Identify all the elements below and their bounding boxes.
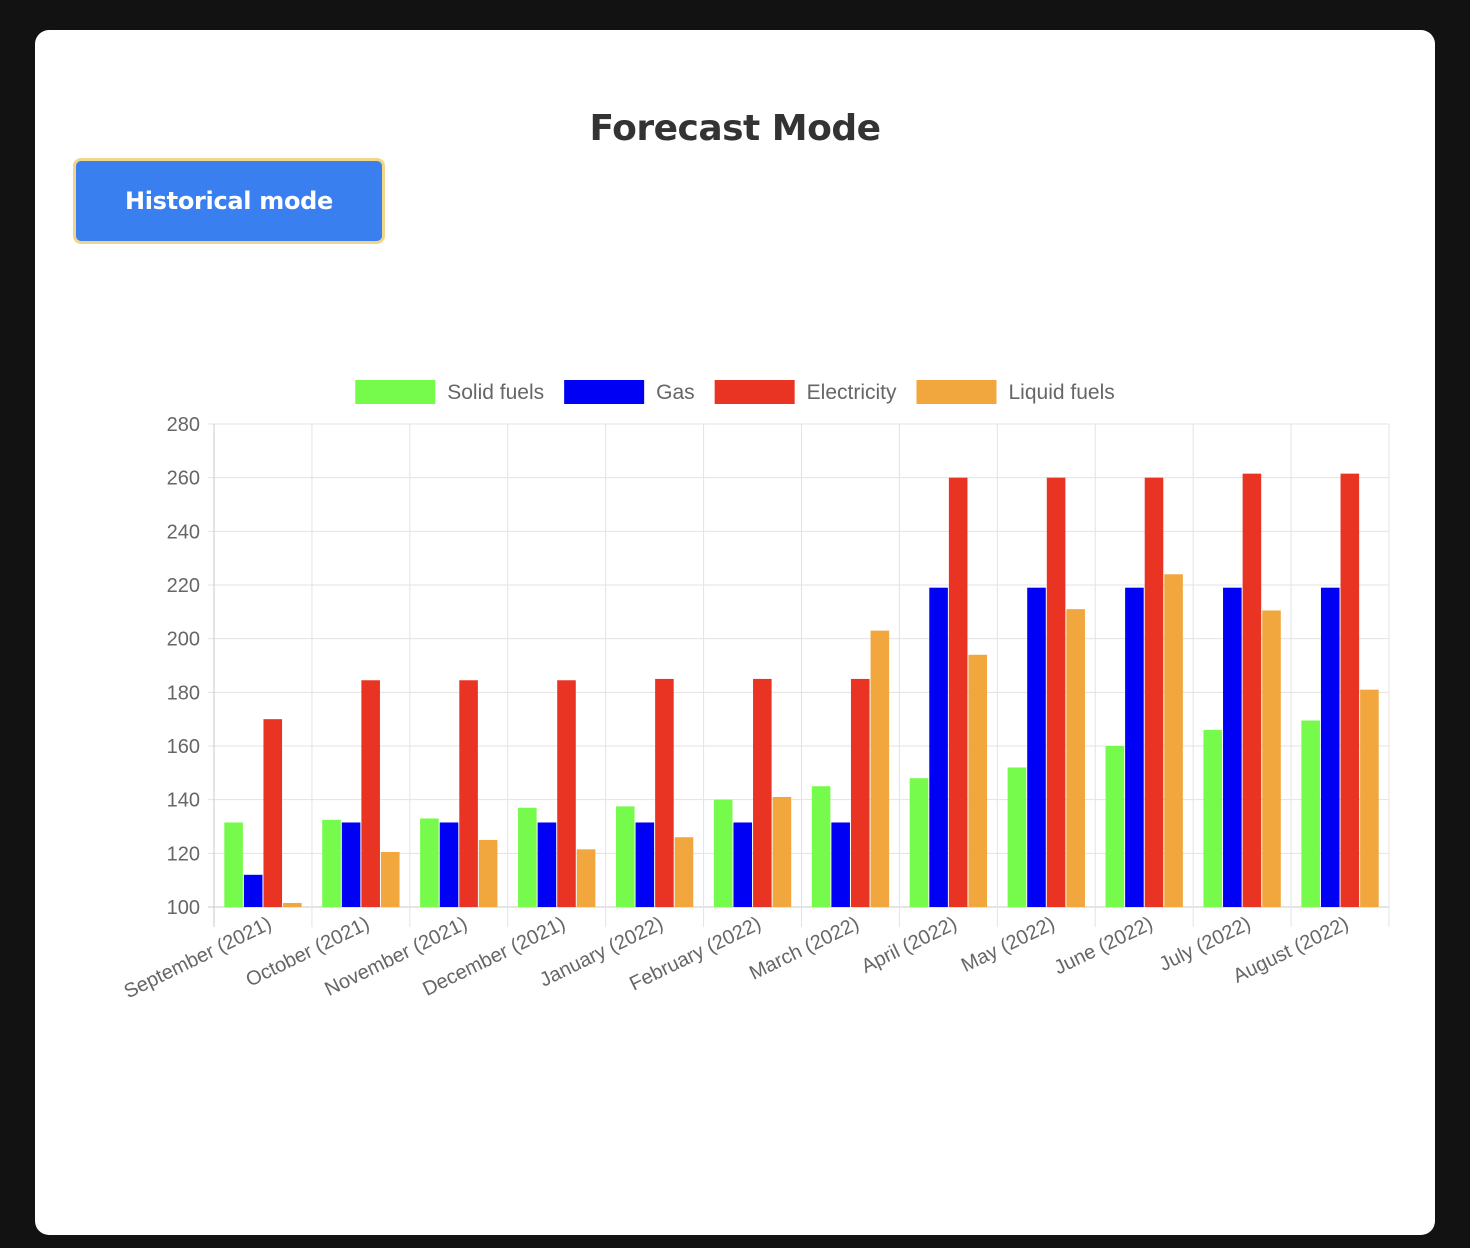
bar-solid-fuels: [811, 786, 831, 907]
x-tick-label: April (2022): [858, 913, 961, 978]
bar-gas: [243, 874, 263, 907]
bar-gas: [929, 587, 948, 907]
bar-electricity: [850, 678, 870, 907]
bar-liquid-fuels: [870, 630, 890, 907]
bar-solid-fuels: [322, 819, 341, 907]
y-tick-label: 180: [167, 682, 200, 704]
bar-electricity: [1340, 473, 1360, 907]
legend: Solid fuels Gas Electricity Liquid fuels: [355, 380, 1115, 404]
x-tick-label: May (2022): [958, 913, 1059, 977]
y-tick-label: 100: [167, 897, 200, 919]
bar-liquid-fuels: [1360, 689, 1379, 907]
bar-gas: [831, 822, 850, 907]
bar-liquid-fuels: [1164, 574, 1183, 907]
bar-gas: [341, 822, 361, 907]
bar-solid-fuels: [1105, 746, 1125, 907]
bar-electricity: [948, 477, 968, 907]
y-tick-label: 260: [167, 468, 200, 490]
bar-electricity: [1242, 473, 1262, 907]
bar-liquid-fuels: [674, 837, 694, 907]
legend-item: Solid fuels: [355, 380, 544, 404]
bar-solid-fuels: [224, 822, 243, 907]
legend-swatch: [355, 380, 436, 404]
bar-electricity: [361, 680, 380, 907]
bar-liquid-fuels: [968, 654, 988, 907]
y-tick-label: 240: [167, 521, 200, 543]
legend-item: Liquid fuels: [916, 380, 1115, 404]
page-title: Forecast Mode: [589, 108, 881, 149]
bar-electricity: [753, 678, 772, 907]
bar-electricity: [655, 678, 674, 907]
legend-swatch: [714, 380, 795, 404]
legend-label: Gas: [656, 381, 695, 404]
y-tick-label: 220: [167, 575, 200, 597]
legend-item: Electricity: [714, 380, 897, 404]
bar-liquid-fuels: [283, 902, 302, 907]
bar-solid-fuels: [615, 806, 635, 907]
y-tick-label: 160: [167, 736, 200, 758]
x-tick-label: March (2022): [746, 913, 863, 985]
y-tick-label: 200: [167, 629, 200, 651]
legend-label: Electricity: [807, 381, 897, 404]
legend-label: Solid fuels: [447, 381, 544, 404]
bar-liquid-fuels: [478, 839, 498, 907]
legend-swatch: [916, 380, 997, 404]
x-tick-label: June (2022): [1051, 913, 1157, 980]
bar-gas: [537, 822, 557, 907]
y-tick-label: 280: [167, 414, 200, 436]
bar-liquid-fuels: [1066, 609, 1085, 907]
bar-liquid-fuels: [772, 796, 792, 907]
bar-solid-fuels: [1007, 767, 1027, 907]
legend-label: Liquid fuels: [1009, 381, 1115, 404]
y-tick-label: 120: [167, 843, 200, 865]
bar-solid-fuels: [1203, 729, 1223, 907]
bar-liquid-fuels: [576, 849, 596, 907]
bar-gas: [1027, 587, 1046, 907]
bar-liquid-fuels: [380, 851, 400, 907]
legend-item: Gas: [564, 380, 695, 404]
bar-electricity: [459, 680, 478, 907]
bar-electricity: [1144, 477, 1164, 907]
bar-gas: [733, 822, 753, 907]
bar-solid-fuels: [909, 778, 929, 907]
main-card: Forecast Mode Historical mode: [35, 30, 1435, 1235]
bar-solid-fuels: [518, 807, 537, 907]
y-tick-label: 140: [167, 790, 200, 812]
bar-solid-fuels: [1301, 720, 1320, 907]
bar-solid-fuels: [420, 818, 439, 907]
bar-gas: [635, 822, 655, 907]
bar-solid-fuels: [713, 799, 733, 907]
bar-gas: [1320, 587, 1340, 907]
legend-swatch: [564, 380, 645, 404]
bar-liquid-fuels: [1262, 610, 1281, 907]
historical-mode-button[interactable]: Historical mode: [73, 158, 385, 244]
bar-gas: [1223, 587, 1242, 907]
bar-gas: [1125, 587, 1144, 907]
bar-gas: [439, 822, 459, 907]
bar-electricity: [1046, 477, 1066, 907]
bar-electricity: [263, 719, 283, 907]
bar-electricity: [557, 680, 576, 907]
